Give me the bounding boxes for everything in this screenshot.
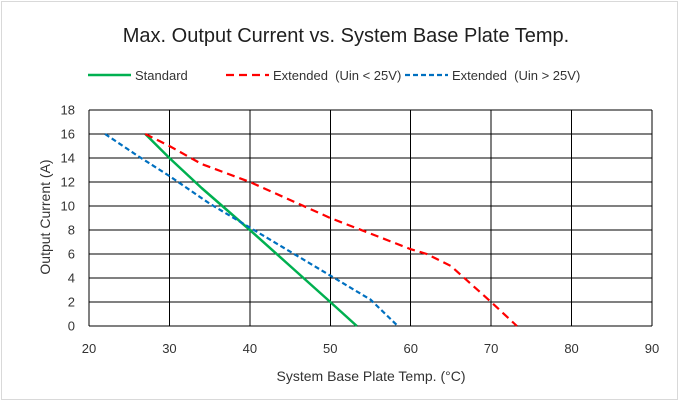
x-axis-ticks: 20 30 40 50 60 70 80 90: [82, 341, 659, 356]
x-tick-label: 50: [323, 341, 337, 356]
y-tick-label: 16: [61, 127, 75, 142]
series-line-1: [144, 133, 358, 327]
legend: Standard Extended (Uin < 25V) Extended (Ui…: [88, 68, 580, 83]
legend-label: Standard: [135, 68, 188, 83]
x-tick-label: 40: [243, 341, 257, 356]
y-tick-label: 6: [68, 247, 75, 262]
series-lines: [104, 133, 518, 327]
y-tick-label: 4: [68, 271, 75, 286]
legend-item-3: Extended (Uin > 25V): [405, 68, 580, 83]
x-tick-label: 30: [162, 341, 176, 356]
legend-label: Extended (Uin < 25V): [273, 68, 401, 83]
y-tick-label: 8: [68, 223, 75, 238]
y-axis-ticks: 0 2 4 6 8 10 12 14 16 18: [61, 103, 75, 334]
y-tick-label: 18: [61, 103, 75, 118]
x-tick-label: 60: [403, 341, 417, 356]
legend-item-1: Standard: [88, 68, 188, 83]
y-axis-label: Output Current (A): [37, 159, 53, 274]
x-tick-label: 70: [484, 341, 498, 356]
series-line-2: [144, 133, 518, 327]
y-tick-label: 12: [61, 175, 75, 190]
x-axis-label: System Base Plate Temp. (°C): [277, 368, 466, 384]
y-tick-label: 0: [68, 319, 75, 334]
x-tick-label: 80: [564, 341, 578, 356]
legend-label: Extended (Uin > 25V): [452, 68, 580, 83]
y-tick-label: 14: [61, 151, 75, 166]
x-tick-label: 90: [645, 341, 659, 356]
series-line-3: [104, 133, 399, 327]
gridlines: [88, 109, 653, 327]
y-tick-label: 2: [68, 295, 75, 310]
legend-item-2: Extended (Uin < 25V): [226, 68, 401, 83]
chart-title: Max. Output Current vs. System Base Plat…: [123, 25, 569, 47]
y-tick-label: 10: [61, 199, 75, 214]
x-tick-label: 20: [82, 341, 96, 356]
